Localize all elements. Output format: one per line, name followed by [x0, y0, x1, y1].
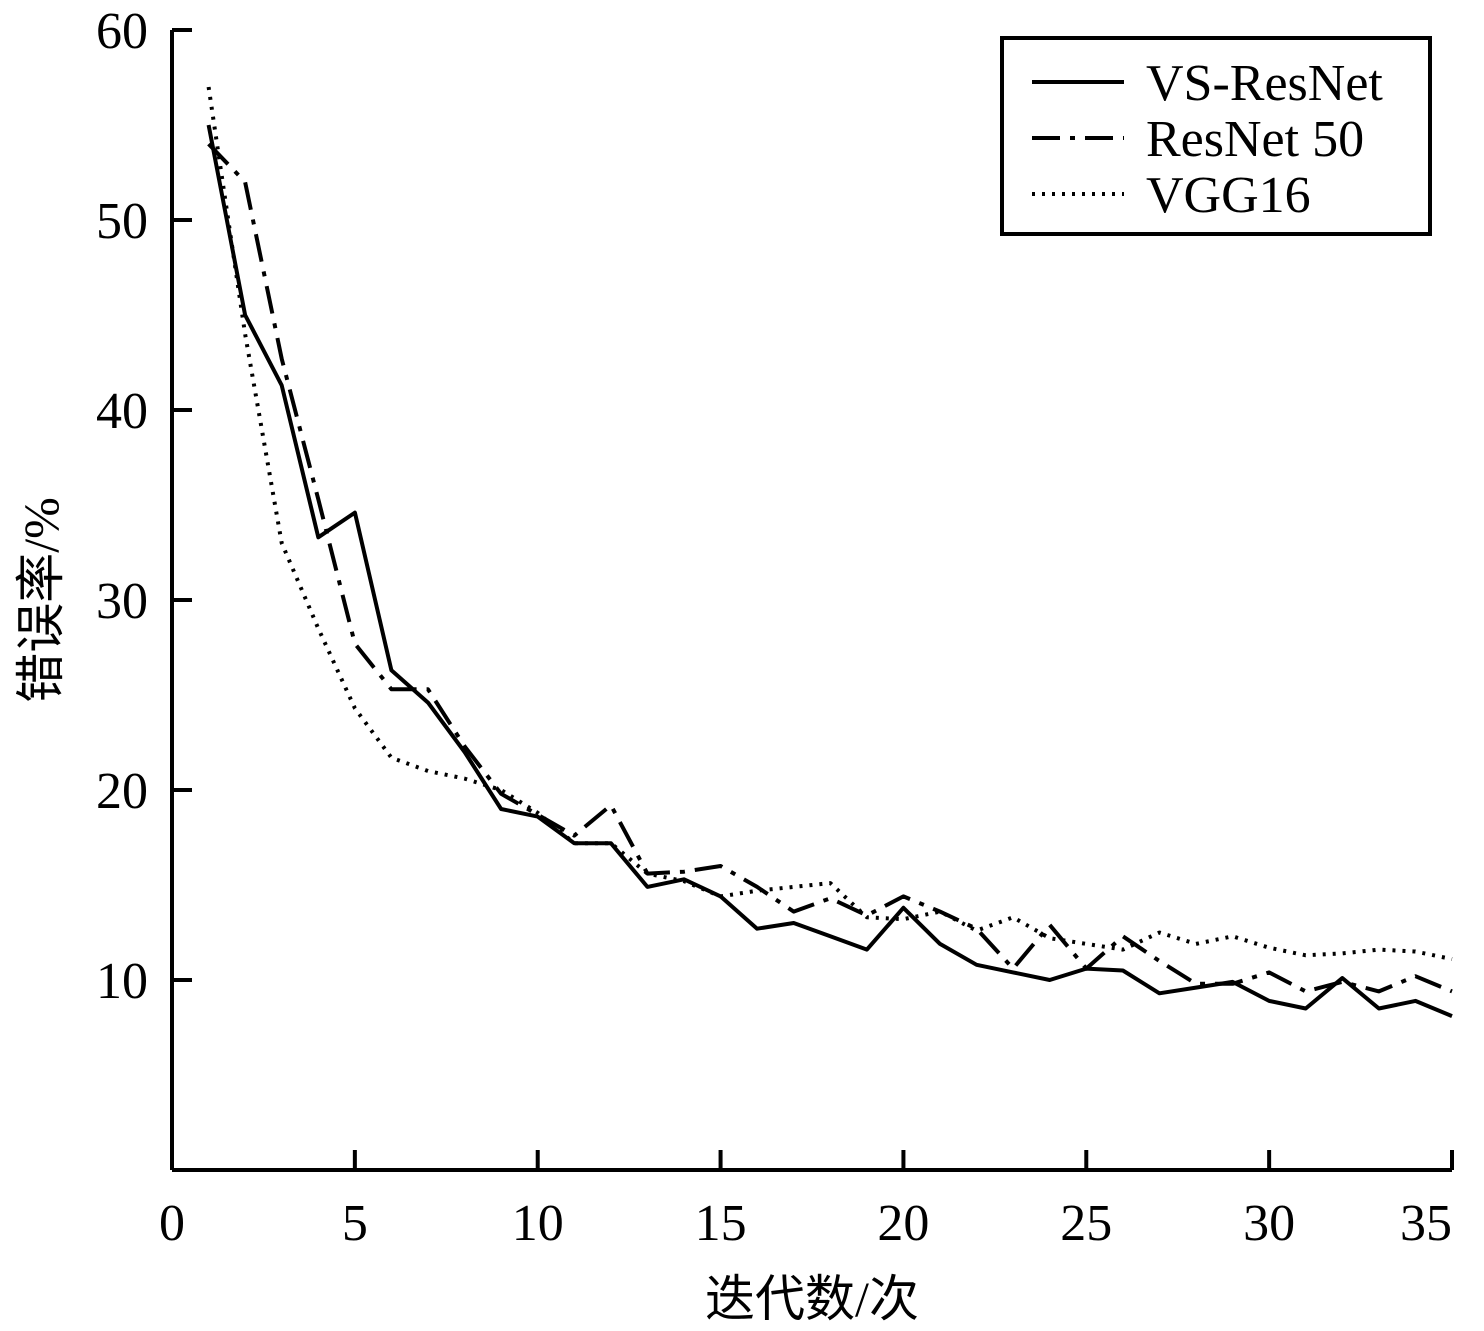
- y-tick-label: 50: [96, 193, 148, 250]
- x-tick-label: 5: [342, 1195, 368, 1252]
- x-tick-label: 30: [1243, 1195, 1295, 1252]
- x-tick-label: 25: [1060, 1195, 1112, 1252]
- y-tick-label: 40: [96, 383, 148, 440]
- legend-label-3: VGG16: [1146, 167, 1311, 224]
- y-axis-title: 错误率/%: [13, 497, 69, 703]
- x-tick-label: 35: [1400, 1195, 1452, 1252]
- series-line-3: [206, 86, 1453, 962]
- y-tick-label: 60: [96, 3, 148, 60]
- y-tick-label: 30: [96, 573, 148, 630]
- x-tick-label: 15: [695, 1195, 747, 1252]
- x-axis-title: 迭代数/次: [705, 1271, 919, 1327]
- ticks: 10 20 30 40 50 60 0 5 10 15 20 25 30 35: [96, 3, 1454, 1252]
- series-line-2: [207, 142, 1453, 994]
- x-tick-label: 20: [877, 1195, 929, 1252]
- legend-label-1: VS-ResNet: [1146, 55, 1383, 112]
- y-tick-label: 20: [96, 763, 148, 820]
- x-tick-label: 0: [159, 1195, 185, 1252]
- series-group: [206, 86, 1453, 1018]
- legend-label-2: ResNet 50: [1146, 111, 1364, 168]
- y-tick-label: 10: [96, 953, 148, 1010]
- x-tick-label: 10: [512, 1195, 564, 1252]
- series-line-1: [206, 124, 1453, 1018]
